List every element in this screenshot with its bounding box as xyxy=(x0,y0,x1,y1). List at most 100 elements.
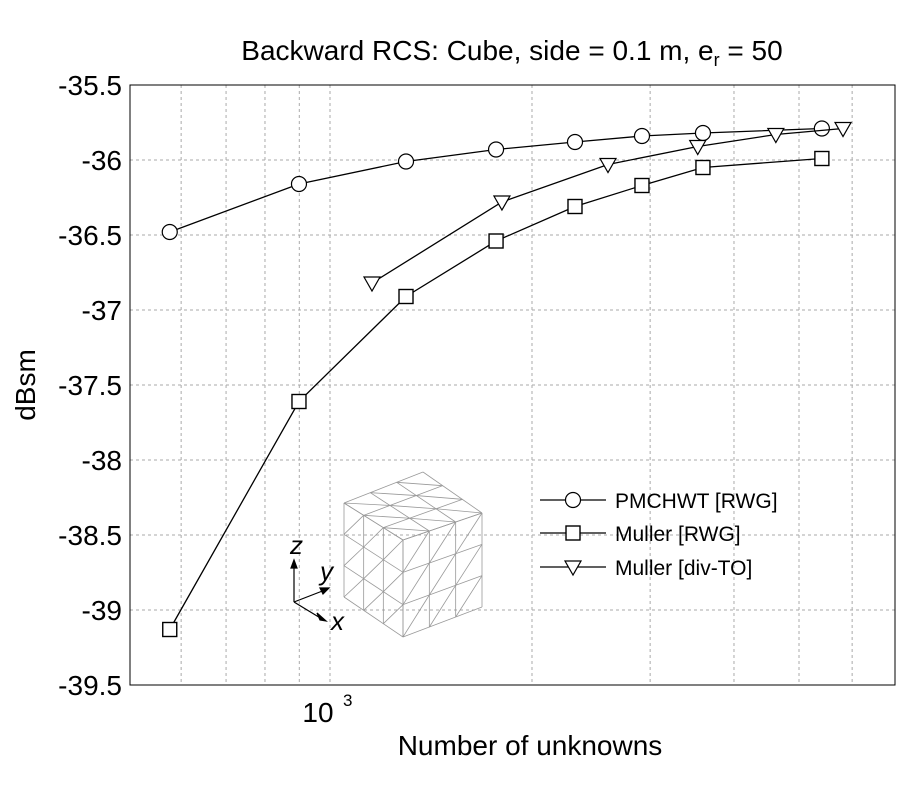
square-marker xyxy=(567,198,583,215)
triangle-marker xyxy=(492,195,511,212)
x-tick-label: 10 3 xyxy=(302,691,352,728)
y-tick-label: -37.5 xyxy=(58,370,122,401)
series-group xyxy=(161,120,853,638)
mesh-edge xyxy=(422,471,483,514)
mesh-edge xyxy=(363,485,443,516)
legend-label: Muller [div-TO] xyxy=(615,557,752,580)
mesh-edge xyxy=(396,481,443,487)
legend-item: Muller [div-TO] xyxy=(540,557,752,580)
mesh-edge xyxy=(455,575,483,618)
y-tick-label: -39.5 xyxy=(58,670,122,701)
x-tick-exponent: 3 xyxy=(343,691,352,710)
mesh-edge xyxy=(363,527,384,548)
y-tick-labels: -35.5 -36 -36.5 -37 -37.5 -38 -38.5 -39 -39.5 xyxy=(58,70,122,701)
series-square xyxy=(162,150,830,638)
legend-label: Muller [RWG] xyxy=(615,523,741,546)
series-line xyxy=(371,127,844,284)
y-tick-label: -38.5 xyxy=(58,520,122,551)
square-marker xyxy=(291,393,307,410)
triangle-marker xyxy=(766,127,785,144)
y-tick-label: -38 xyxy=(82,445,122,476)
mesh-edge xyxy=(343,502,404,541)
title-main: Backward RCS: Cube, side = 0.1 m, e xyxy=(241,35,713,66)
circle-marker xyxy=(564,491,582,509)
triangle-marker xyxy=(563,560,583,577)
circle-marker xyxy=(813,120,830,137)
mesh-edge xyxy=(409,517,456,523)
circle-marker xyxy=(566,133,584,151)
mesh-edge xyxy=(363,591,384,611)
y-tick-label: -39 xyxy=(82,595,122,626)
square-marker xyxy=(162,621,178,638)
triangle-marker xyxy=(833,121,853,138)
square-marker xyxy=(488,233,504,249)
mesh-edge xyxy=(343,565,404,606)
legend: PMCHWT [RWG] Muller [RWG] Muller [div-TO] xyxy=(540,490,778,580)
legend-item: Muller [RWG] xyxy=(540,523,741,546)
mesh-edge xyxy=(389,505,437,510)
axis-triad-icon xyxy=(290,558,331,622)
triad-x-label: x xyxy=(329,606,345,636)
series-line xyxy=(169,127,822,233)
grid-lines xyxy=(130,85,895,685)
mesh-edge xyxy=(402,575,483,606)
mesh-edge xyxy=(435,508,483,514)
y-tick-label: -37 xyxy=(82,295,122,326)
square-marker xyxy=(814,150,830,167)
triad-y-label: y xyxy=(318,556,335,586)
mesh-edge xyxy=(370,492,430,532)
series-circle xyxy=(161,120,830,241)
mesh-edge xyxy=(343,578,364,598)
mesh-edge xyxy=(343,471,424,504)
title-tail: = 50 xyxy=(720,35,783,66)
mesh-edge xyxy=(343,533,404,573)
mesh-edge xyxy=(402,512,483,541)
mesh-edge xyxy=(402,562,430,605)
triangle-marker xyxy=(362,276,382,293)
mesh-edge xyxy=(383,604,404,624)
mesh-edge xyxy=(402,606,483,638)
mesh-edge xyxy=(343,502,391,506)
circle-marker xyxy=(290,175,308,193)
mesh-edge xyxy=(370,492,417,496)
square-marker xyxy=(398,288,414,305)
plot-frame xyxy=(129,84,896,686)
mesh-edge xyxy=(402,530,430,573)
mesh-edge xyxy=(343,515,364,535)
circle-marker xyxy=(694,124,712,142)
triangle-marker xyxy=(598,157,618,174)
y-tick-label: -36.5 xyxy=(58,220,122,251)
square-marker xyxy=(695,159,711,176)
title-subscript: r xyxy=(714,50,720,70)
mesh-edge xyxy=(343,546,364,566)
triad-z-label: z xyxy=(289,530,303,560)
y-tick-label: -36 xyxy=(82,145,122,176)
mesh-edge xyxy=(402,594,430,638)
legend-label: PMCHWT [RWG] xyxy=(615,490,778,513)
mesh-edge xyxy=(363,514,410,519)
x-tick-base: 10 xyxy=(302,697,333,728)
cube-mesh-inset xyxy=(343,471,483,638)
mesh-edge xyxy=(428,585,457,628)
series-triangle-down xyxy=(362,121,853,293)
square-marker xyxy=(565,525,581,541)
circle-marker xyxy=(487,141,505,158)
mesh-edge xyxy=(383,572,404,592)
mesh-edge xyxy=(416,495,463,500)
series-line xyxy=(169,157,822,630)
circle-marker xyxy=(633,127,651,145)
mesh-edge xyxy=(383,498,463,529)
square-marker xyxy=(634,177,650,194)
mesh-edge xyxy=(455,512,483,554)
triangle-marker xyxy=(688,139,707,156)
mesh-edge xyxy=(455,544,483,586)
mesh-edge xyxy=(428,521,457,564)
mesh-edge xyxy=(396,482,456,523)
mesh-edge xyxy=(428,553,457,596)
y-axis-label: dBsm xyxy=(10,349,41,421)
mesh-edge xyxy=(383,527,430,532)
mesh-edge xyxy=(363,559,384,579)
mesh-edge xyxy=(402,543,483,573)
circle-marker xyxy=(161,223,178,241)
